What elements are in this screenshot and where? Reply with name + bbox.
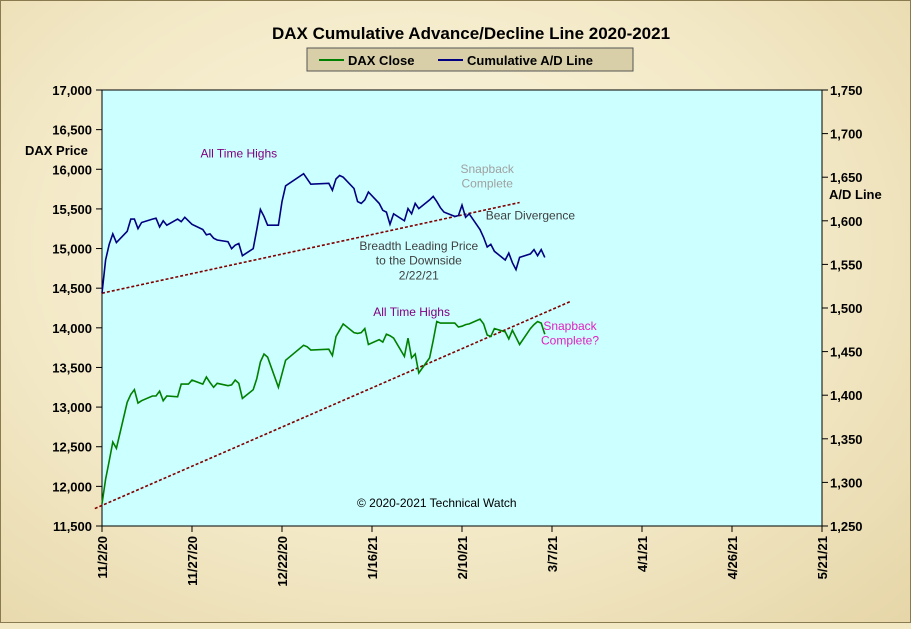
plot-area	[101, 89, 823, 527]
y-axis-right: 1,250 1,300 1,350 1,400 1,450 1,500 1,550 1,600…	[822, 83, 863, 534]
x-tick-label: 11/2/20	[95, 536, 110, 579]
annotation-text: All Time Highs	[200, 146, 277, 160]
annotation-text: 2/22/21	[399, 268, 439, 282]
annotation-text: Complete	[462, 177, 514, 191]
annotation-text: Complete?	[541, 333, 599, 347]
y-right-tick-label: 1,250	[830, 519, 863, 534]
annotation-text: All Time Highs	[373, 305, 450, 319]
trendline-ad	[101, 201, 520, 294]
series-ad-line	[101, 172, 546, 294]
y-right-tick-label: 1,550	[830, 257, 863, 272]
x-tick-label: 11/27/20	[185, 536, 200, 586]
x-axis: 11/2/20 11/27/20 12/22/20 1/16/21 2/10/21 3/7…	[95, 526, 830, 587]
y-axis-left-title: DAX Price	[25, 143, 88, 158]
y-left-tick-label: 16,000	[52, 162, 92, 177]
y-right-tick-label: 1,350	[830, 432, 863, 447]
y-left-tick-label: 15,500	[52, 202, 92, 217]
x-tick-label: 2/10/21	[455, 536, 470, 579]
x-tick-label: 12/22/20	[275, 536, 290, 587]
y-left-tick-label: 12,500	[52, 440, 92, 455]
y-axis-right-title: A/D Line	[829, 187, 882, 202]
y-right-tick-label: 1,700	[830, 127, 863, 142]
y-axis-left: 11,500 12,000 12,500 13,000 13,500 14,000 14,5…	[52, 83, 102, 534]
y-left-tick-label: 16,500	[52, 123, 92, 138]
legend-box	[306, 47, 634, 72]
chart-title: DAX Cumulative Advance/Decline Line 2020…	[272, 24, 670, 43]
x-tick-label: 1/16/21	[365, 536, 380, 579]
y-left-tick-label: 13,500	[52, 360, 92, 375]
x-tick-label: 5/21/21	[815, 536, 830, 579]
y-right-tick-label: 1,400	[830, 388, 863, 403]
x-tick-label: 4/1/21	[635, 536, 650, 572]
y-right-tick-label: 1,300	[830, 475, 863, 490]
series-lines	[101, 172, 546, 504]
y-right-tick-label: 1,650	[830, 170, 863, 185]
y-right-tick-label: 1,750	[830, 83, 863, 98]
series-dax-close	[101, 318, 546, 504]
annotation-text: to the Downside	[376, 253, 462, 267]
legend-label-dax-close: DAX Close	[348, 53, 414, 68]
y-left-tick-label: 13,000	[52, 400, 92, 415]
y-right-tick-label: 1,600	[830, 214, 863, 229]
annotation-text: Snapback	[543, 319, 597, 333]
y-left-tick-label: 17,000	[52, 83, 92, 98]
legend-label-ad-line: Cumulative A/D Line	[467, 53, 593, 68]
x-tick-label: 3/7/21	[545, 536, 560, 572]
annotation-text: Breadth Leading Price	[359, 239, 478, 253]
legend: DAX Close Cumulative A/D Line	[306, 47, 634, 72]
x-tick-label: 4/26/21	[725, 536, 740, 579]
y-right-tick-label: 1,450	[830, 345, 863, 360]
y-left-tick-label: 15,000	[52, 242, 92, 257]
y-left-tick-label: 14,500	[52, 281, 92, 296]
y-right-tick-label: 1,500	[830, 301, 863, 316]
y-left-tick-label: 11,500	[53, 519, 92, 534]
y-left-tick-label: 12,000	[52, 479, 92, 494]
annotation-text: Snapback	[461, 162, 515, 176]
annotation-text: Bear Divergence	[486, 209, 576, 223]
annotation-text: © 2020-2021 Technical Watch	[357, 496, 517, 510]
y-left-tick-label: 14,000	[52, 321, 92, 336]
